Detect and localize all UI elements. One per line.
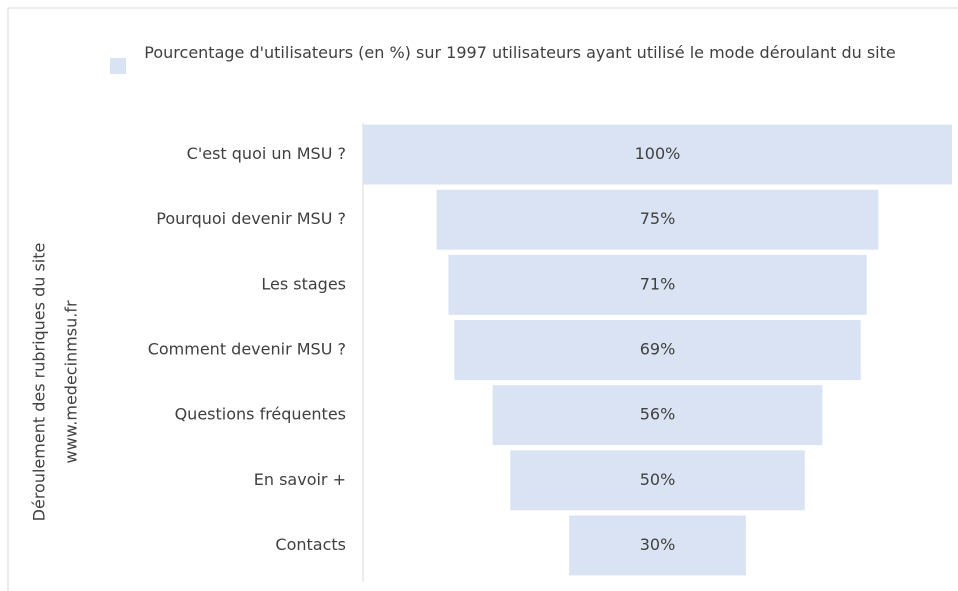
y-axis-label: Déroulement des rubriques du site xyxy=(30,243,49,522)
data-label: 30% xyxy=(640,535,676,554)
funnel-bar xyxy=(454,320,861,380)
legend: Pourcentage d'utilisateurs (en %) sur 19… xyxy=(110,40,910,74)
funnel-bar xyxy=(510,450,805,511)
y-axis-label: www.medecinmsu.fr xyxy=(62,300,81,463)
data-label: 69% xyxy=(640,340,676,359)
funnel-bar xyxy=(436,189,879,250)
data-label: 50% xyxy=(640,470,676,489)
category-label: Questions fréquentes xyxy=(175,405,346,424)
category-label: Les stages xyxy=(261,274,346,293)
funnel-bar xyxy=(492,385,823,446)
data-label: 71% xyxy=(640,274,676,293)
data-label: 100% xyxy=(635,144,681,163)
legend-label: Pourcentage d'utilisateurs (en %) sur 19… xyxy=(144,43,896,62)
data-label: 56% xyxy=(640,405,676,424)
legend-swatch xyxy=(110,58,126,74)
category-label: Pourquoi devenir MSU ? xyxy=(156,209,346,228)
funnel-bar xyxy=(569,515,746,576)
data-label: 75% xyxy=(640,209,676,228)
category-label: En savoir + xyxy=(254,470,346,489)
funnel-bar xyxy=(448,254,867,315)
funnel-bar xyxy=(363,124,952,185)
category-label: C'est quoi un MSU ? xyxy=(187,144,346,163)
category-label: Comment devenir MSU ? xyxy=(148,340,346,359)
category-label: Contacts xyxy=(275,535,346,554)
